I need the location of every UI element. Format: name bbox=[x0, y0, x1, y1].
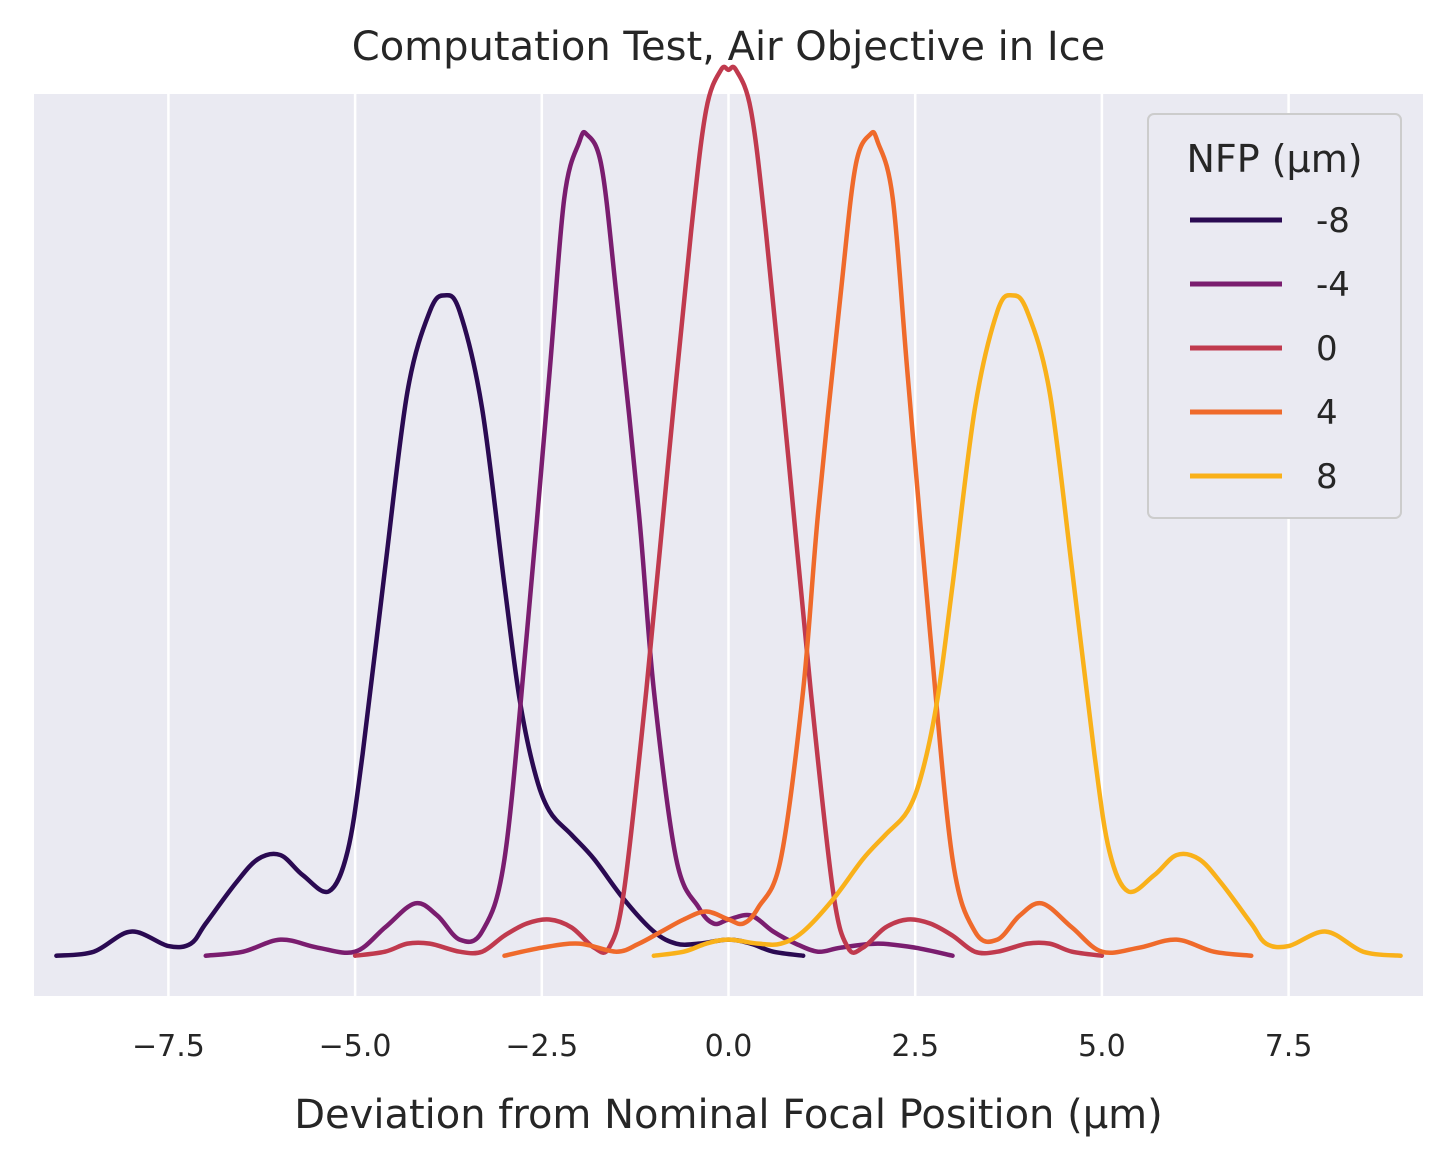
x-tick-label: −7.5 bbox=[132, 1029, 205, 1064]
grid-lines bbox=[167, 94, 1290, 996]
x-tick-label: 5.0 bbox=[1078, 1029, 1126, 1064]
x-tick-label: 0.0 bbox=[705, 1029, 753, 1064]
series-line-nfp-minus4 bbox=[203, 129, 955, 958]
legend-title: NFP (μm) bbox=[1186, 137, 1362, 181]
legend-label: 4 bbox=[1316, 393, 1338, 433]
x-tick-label: −2.5 bbox=[505, 1029, 578, 1064]
series-line-nfp-4 bbox=[502, 129, 1254, 958]
legend-label: 0 bbox=[1316, 329, 1338, 369]
legend-label: -4 bbox=[1316, 265, 1350, 305]
legend-box bbox=[1147, 113, 1402, 519]
chart-title: Computation Test, Air Objective in Ice bbox=[351, 24, 1106, 70]
x-tick-labels: −7.5 −5.0 −2.5 0.0 2.5 5.0 7.5 bbox=[132, 1029, 1312, 1064]
x-tick-label: 2.5 bbox=[891, 1029, 939, 1064]
legend-label: -8 bbox=[1316, 201, 1350, 241]
legend-label: 8 bbox=[1316, 457, 1338, 497]
legend: NFP (μm) -8 -4 0 4 8 bbox=[1147, 113, 1402, 519]
series-line-nfp-8 bbox=[651, 292, 1403, 958]
series-line-nfp-0 bbox=[352, 64, 1105, 958]
x-tick-label: −5.0 bbox=[319, 1029, 392, 1064]
x-tick-label: 7.5 bbox=[1265, 1029, 1313, 1064]
x-axis-label: Deviation from Nominal Focal Position (μ… bbox=[294, 1092, 1163, 1138]
series-lines bbox=[54, 64, 1403, 958]
